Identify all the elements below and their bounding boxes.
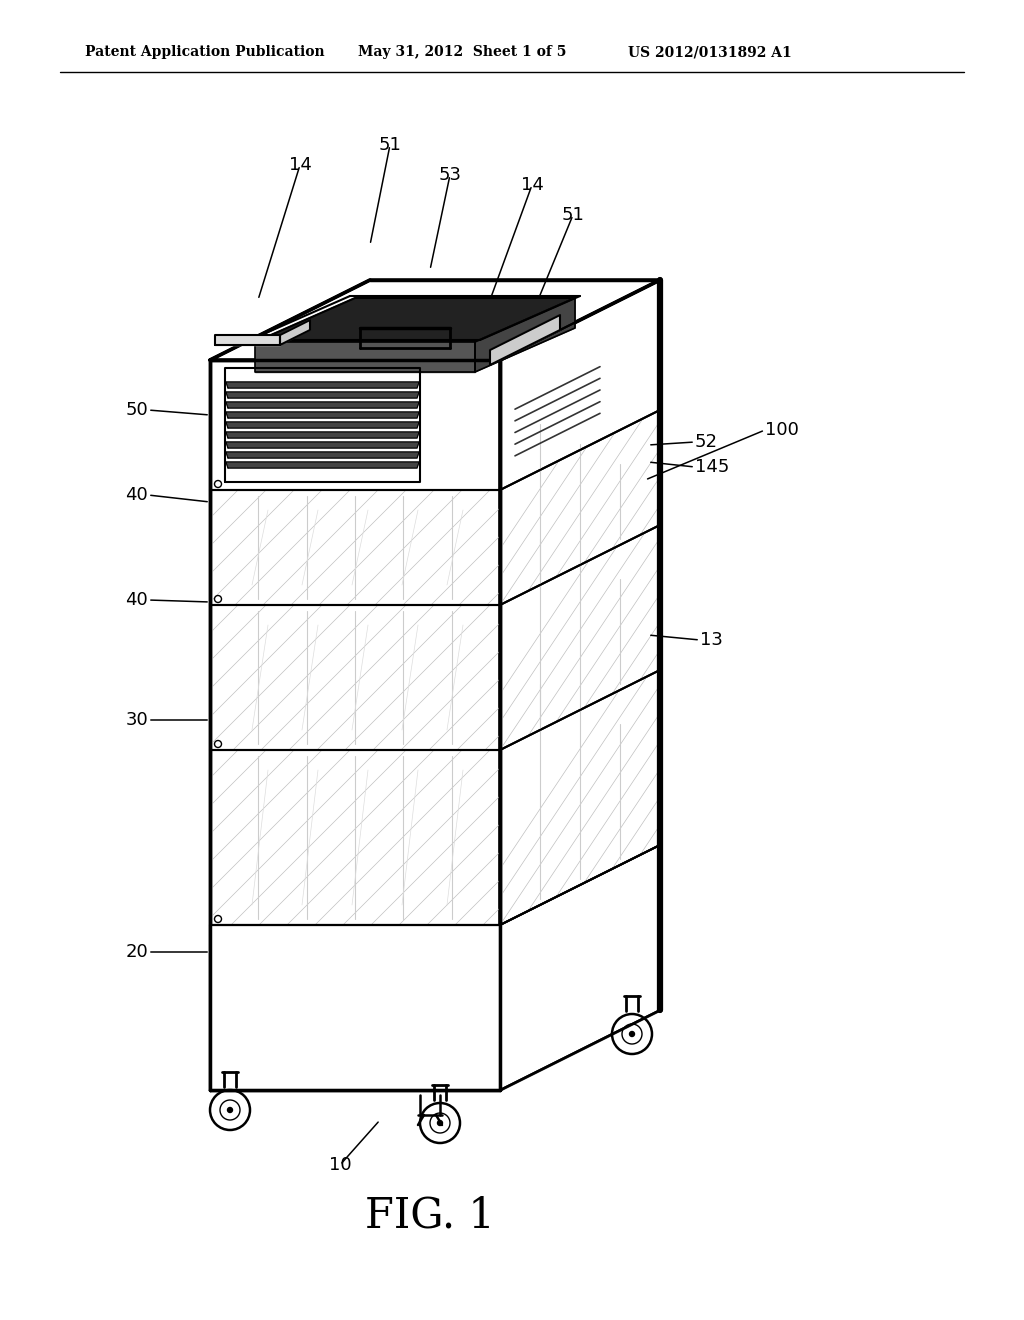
Text: 14: 14 [289, 156, 311, 174]
Text: May 31, 2012  Sheet 1 of 5: May 31, 2012 Sheet 1 of 5 [358, 45, 566, 59]
Text: FIG. 1: FIG. 1 [366, 1195, 495, 1236]
Polygon shape [215, 335, 280, 345]
Text: 30: 30 [125, 711, 148, 729]
Text: 40: 40 [125, 591, 148, 609]
Text: 40: 40 [125, 486, 148, 504]
Polygon shape [226, 412, 419, 418]
Polygon shape [226, 381, 419, 388]
Text: 53: 53 [438, 166, 462, 183]
Polygon shape [226, 422, 419, 428]
Circle shape [227, 1107, 232, 1113]
Polygon shape [500, 845, 660, 1090]
Circle shape [630, 1031, 635, 1036]
Polygon shape [210, 925, 500, 1090]
Polygon shape [490, 315, 560, 366]
Polygon shape [226, 462, 419, 469]
Polygon shape [280, 319, 310, 345]
Polygon shape [475, 298, 575, 372]
Polygon shape [255, 342, 475, 372]
Text: US 2012/0131892 A1: US 2012/0131892 A1 [628, 45, 792, 59]
Text: 13: 13 [700, 631, 723, 649]
Polygon shape [226, 403, 419, 408]
Polygon shape [226, 432, 419, 438]
Text: 20: 20 [125, 942, 148, 961]
Text: 52: 52 [695, 433, 718, 451]
Text: 50: 50 [125, 401, 148, 418]
Text: Patent Application Publication: Patent Application Publication [85, 45, 325, 59]
Text: 14: 14 [520, 176, 544, 194]
Polygon shape [210, 280, 660, 360]
Circle shape [437, 1121, 442, 1126]
Polygon shape [500, 280, 660, 1090]
Polygon shape [226, 392, 419, 399]
Text: 51: 51 [561, 206, 585, 224]
Polygon shape [210, 360, 500, 1090]
Text: 100: 100 [765, 421, 799, 440]
Text: 10: 10 [329, 1156, 351, 1173]
Polygon shape [226, 442, 419, 447]
Text: 51: 51 [379, 136, 401, 154]
Text: 145: 145 [695, 458, 729, 477]
Polygon shape [255, 298, 575, 342]
Polygon shape [226, 451, 419, 458]
